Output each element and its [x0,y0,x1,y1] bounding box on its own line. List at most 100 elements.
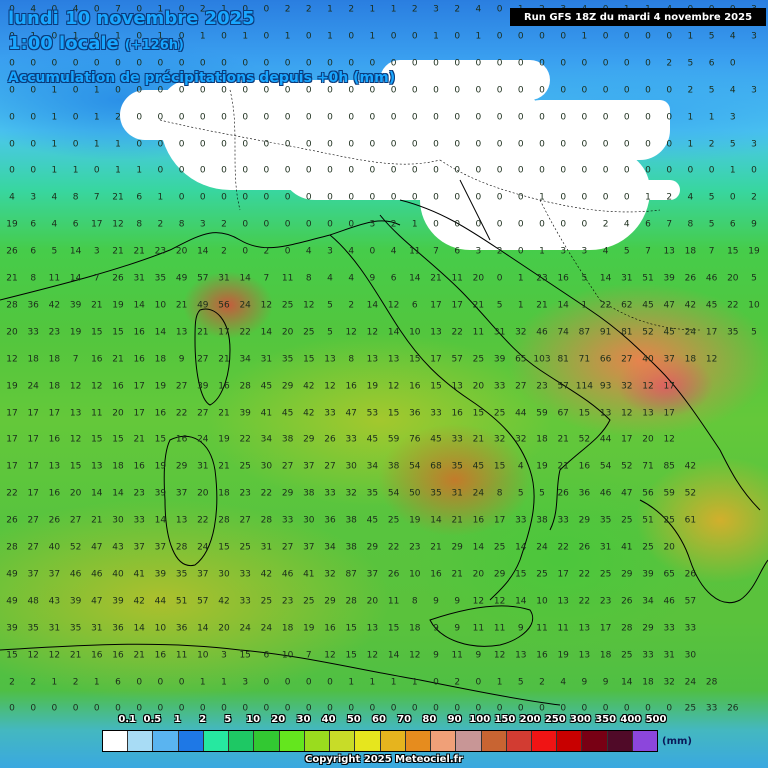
grid-value: 0 [602,165,609,176]
grid-value: 3 [221,650,227,661]
legend-label: 0.1 [118,714,137,725]
grid-value: 87 [345,569,357,580]
grid-value: 25 [663,515,675,526]
grid-value: 0 [327,703,333,714]
grid-value: 0 [30,139,37,149]
grid-value: 54 [387,488,400,499]
grid-value: 0 [178,112,185,123]
grid-value: 28 [175,542,188,553]
grid-value: 23 [536,381,548,392]
grid-value: 41 [133,569,145,580]
grid-value: 25 [536,569,548,580]
grid-value: 17 [621,434,633,445]
grid-value: 0 [136,677,143,687]
grid-value: 0 [93,58,100,69]
grid-value: 24 [197,434,209,445]
grid-value: 11 [472,623,485,634]
grid-value: 1 [645,192,651,203]
grid-value: 18 [218,488,230,499]
grid-value: 0 [602,58,609,69]
grid-value: 0 [539,85,545,96]
grid-value: 0 [475,677,482,687]
grid-value: 42 [303,381,315,392]
grid-value: 37 [366,569,379,580]
grid-value: 0 [221,192,227,203]
grid-value: 21 [451,569,463,580]
grid-value: 21 [91,300,103,311]
grid-value: 33 [493,381,506,392]
grid-value: 0 [263,31,270,42]
grid-value: 0 [9,4,15,15]
grid-value: 16 [430,569,442,580]
grid-value: 15 [409,354,421,365]
grid-value: 2 [30,677,37,687]
grid-value: 14 [515,596,527,607]
grid-value: 39 [112,596,124,607]
grid-value: 0 [645,165,651,176]
grid-value: 34 [642,596,654,607]
grid-value: 0 [157,165,164,176]
grid-value: 0 [136,85,143,96]
grid-value: 21 [218,354,230,365]
grid-value: 16 [175,434,188,445]
grid-value: 1 [51,85,58,96]
grid-value: 28 [218,515,230,526]
grid-value: 17 [599,623,612,634]
grid-value: 31 [197,461,209,472]
grid-value: 0 [517,112,524,123]
grid-value: 5 [623,246,630,257]
grid-value: 11 [451,650,463,661]
grid-value: 14 [515,542,527,553]
grid-value: 9 [751,219,757,230]
grid-value: 13 [175,327,188,338]
coastline-ligurian [0,220,401,301]
legend-swatch [103,731,129,751]
grid-value: 0 [199,703,206,714]
grid-value: 10 [197,650,209,661]
grid-value: 17 [133,381,145,392]
grid-value: 0 [581,58,588,69]
grid-value: 20 [197,488,209,499]
grid-value: 0 [242,112,249,123]
grid-value: 0 [263,112,270,123]
grid-value: 0 [539,112,545,123]
grid-value: 21 [218,408,230,418]
dry-area [560,180,680,200]
grid-value: 0 [433,703,439,714]
grid-value: 52 [684,488,697,499]
grid-value: 45 [260,381,273,392]
grid-value: 0 [496,58,503,69]
grid-value: 0 [496,4,503,15]
dry-area [420,150,650,250]
grid-value: 0 [496,165,503,176]
grid-value: 1 [327,31,333,42]
grid-value: 0 [221,139,227,149]
grid-value: 9 [369,273,376,284]
grid-value: 0 [178,85,185,96]
grid-value: 0 [623,165,630,176]
grid-value: 57 [197,596,209,607]
grid-value: 74 [557,327,569,338]
grid-value: 17 [27,434,39,445]
grid-value: 27 [515,381,527,392]
grid-value: 4 [729,85,736,96]
grid-value: 14 [133,623,145,634]
grid-value: 0 [475,85,482,96]
grid-value: 29 [175,461,188,472]
grid-value: 1 [475,31,482,42]
grid-value: 21 [472,434,485,445]
grid-value: 12 [472,596,485,607]
grid-value: 0 [263,219,270,230]
grid-value: 1 [51,165,58,176]
grid-value: 3 [433,4,439,15]
grid-value: 9 [454,623,461,634]
grid-value: 17 [133,408,145,418]
grid-value: 12 [621,408,633,418]
grid-value: 0 [369,112,376,123]
grid-value: 49 [6,569,18,580]
grid-value: 25 [642,542,654,553]
grid-value: 33 [27,327,39,338]
grid-value: 9 [517,623,524,634]
grid-value: 49 [175,273,188,284]
grid-value: 9 [581,677,588,687]
